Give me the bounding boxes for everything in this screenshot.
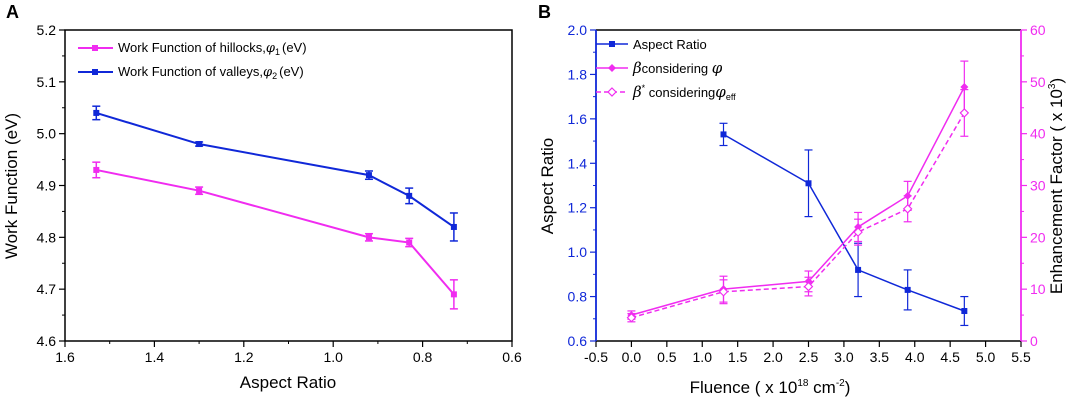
left-y-tick-label: 1.0 bbox=[568, 244, 588, 260]
point-valleys bbox=[406, 192, 413, 199]
x-tick-label: 1.5 bbox=[728, 349, 748, 365]
point-aspect-ratio bbox=[720, 131, 727, 138]
point-aspect-ratio bbox=[855, 266, 862, 273]
right-y-tick-label: 30 bbox=[1030, 178, 1046, 194]
right-y-tick-label: 60 bbox=[1030, 22, 1046, 38]
x-tick-label: 3.5 bbox=[870, 349, 890, 365]
point-beta-star bbox=[959, 108, 970, 118]
point-aspect-ratio bbox=[805, 180, 812, 187]
y-tick-label: 5.0 bbox=[37, 126, 57, 142]
left-y-tick-label: 2.0 bbox=[568, 22, 588, 38]
panel-b-plot-area bbox=[626, 60, 970, 327]
panel-b-legend: Aspect Ratio βconsidering φ β* consideri… bbox=[596, 37, 736, 102]
point-valleys bbox=[196, 141, 203, 148]
series-beta-star-line bbox=[631, 112, 965, 319]
panel-a-plot-area bbox=[92, 105, 458, 310]
y-tick-label: 4.6 bbox=[37, 333, 57, 349]
right-y-tick-label: 20 bbox=[1030, 229, 1046, 245]
legend-hillocks-marker bbox=[92, 45, 98, 51]
x-tick-label: -0.5 bbox=[584, 349, 608, 365]
right-y-tick-label: 40 bbox=[1030, 126, 1046, 142]
x-tick-label: 1.0 bbox=[693, 349, 713, 365]
x-tick-label: 2.5 bbox=[799, 349, 819, 365]
panel-b-label: B bbox=[538, 2, 551, 22]
point-hillocks bbox=[365, 234, 372, 241]
legend-valleys-marker bbox=[92, 69, 98, 75]
panel-a-x-axis-title: Aspect Ratio bbox=[240, 373, 336, 392]
point-valleys bbox=[93, 109, 100, 116]
series-hillocks-line bbox=[96, 168, 455, 296]
point-valleys bbox=[450, 223, 457, 230]
x-tick-label: 1.0 bbox=[323, 349, 343, 365]
point-aspect-ratio bbox=[961, 308, 968, 315]
x-tick-label: 0.8 bbox=[413, 349, 433, 365]
point-aspect-ratio bbox=[904, 286, 911, 293]
legend-beta-marker bbox=[608, 64, 616, 72]
y-tick-label: 4.7 bbox=[37, 281, 57, 297]
legend-valleys-label: Work Function of valleys,φ2 (eV) bbox=[118, 64, 304, 81]
point-beta-star bbox=[902, 204, 913, 214]
legend-aspect-ratio-marker bbox=[609, 41, 615, 47]
left-y-tick-label: 0.6 bbox=[568, 333, 588, 349]
series-aspect-ratio-line bbox=[723, 133, 965, 312]
x-tick-label: 1.4 bbox=[145, 349, 165, 365]
x-tick-label: 4.0 bbox=[905, 349, 925, 365]
legend-beta-label: βconsidering φ bbox=[632, 59, 723, 77]
panel-a-label: A bbox=[6, 2, 19, 22]
series-valleys-line bbox=[96, 111, 455, 228]
point-hillocks bbox=[450, 291, 457, 298]
x-tick-label: 5.0 bbox=[976, 349, 996, 365]
x-tick-label: 3.0 bbox=[834, 349, 854, 365]
panel-b-x-axis-title: Fluence ( x 1018 cm-2) bbox=[690, 378, 851, 397]
legend-hillocks-label: Work Function of hillocks,φ1 (eV) bbox=[118, 40, 307, 57]
y-tick-label: 4.8 bbox=[37, 229, 57, 245]
point-hillocks bbox=[93, 166, 100, 173]
point-valleys bbox=[365, 172, 372, 179]
x-tick-label: 0.6 bbox=[502, 349, 522, 365]
x-tick-label: 0.5 bbox=[657, 349, 677, 365]
x-tick-label: 1.6 bbox=[55, 349, 75, 365]
panel-b: B -0.5 0.0 0.5 1.0 1.5 2.0 2.5 3.0 3.5 4.0 4.5 5.0 5… bbox=[538, 2, 1066, 397]
x-tick-label: 4.5 bbox=[940, 349, 960, 365]
legend-beta-star-marker bbox=[607, 87, 617, 97]
left-y-tick-label: 1.8 bbox=[568, 66, 588, 82]
point-hillocks bbox=[196, 187, 203, 194]
point-hillocks bbox=[406, 239, 413, 246]
point-beta-star bbox=[853, 227, 863, 237]
panel-a-y-axis-title: Work Function (eV) bbox=[2, 113, 21, 259]
y-tick-label: 5.1 bbox=[37, 74, 57, 90]
legend-beta-star-label: β* consideringφeff bbox=[632, 83, 736, 102]
point-beta-star bbox=[718, 286, 729, 297]
panel-a: A 1.6 1.4 1.2 1.0 0.8 0.6 4.6 4.7 4.8 4.9 5.0 5.1 5.… bbox=[2, 2, 522, 392]
left-y-tick-label: 1.6 bbox=[568, 111, 588, 127]
point-beta-star bbox=[803, 281, 814, 292]
point-beta-star bbox=[626, 312, 637, 323]
series-beta-line bbox=[631, 86, 965, 316]
panel-a-legend: Work Function of hillocks,φ1 (eV) Work Fu… bbox=[78, 40, 307, 81]
panel-b-left-axis-title: Aspect Ratio bbox=[538, 138, 557, 234]
right-y-tick-label: 0 bbox=[1030, 333, 1038, 349]
right-y-tick-label: 10 bbox=[1030, 281, 1046, 297]
panel-b-ticks: -0.5 0.0 0.5 1.0 1.5 2.0 2.5 3.0 3.5 4.0 4.5 5.0 5.5… bbox=[568, 22, 1046, 365]
legend-aspect-ratio-label: Aspect Ratio bbox=[633, 37, 707, 52]
panel-b-right-axis-title: Enhancement Factor ( x 103) bbox=[1047, 78, 1066, 294]
x-tick-label: 5.5 bbox=[1011, 349, 1031, 365]
left-y-tick-label: 1.2 bbox=[568, 200, 588, 216]
y-tick-label: 4.9 bbox=[37, 178, 57, 194]
left-y-tick-label: 1.4 bbox=[568, 155, 588, 171]
x-tick-label: 2.0 bbox=[763, 349, 783, 365]
panel-a-ticks: 1.6 1.4 1.2 1.0 0.8 0.6 4.6 4.7 4.8 4.9 5.0 5.1 5.2 bbox=[37, 22, 522, 365]
y-tick-label: 5.2 bbox=[37, 22, 57, 38]
x-tick-label: 0.0 bbox=[622, 349, 642, 365]
left-y-tick-label: 0.8 bbox=[568, 289, 588, 305]
right-y-tick-label: 50 bbox=[1030, 74, 1046, 90]
x-tick-label: 1.2 bbox=[234, 349, 254, 365]
